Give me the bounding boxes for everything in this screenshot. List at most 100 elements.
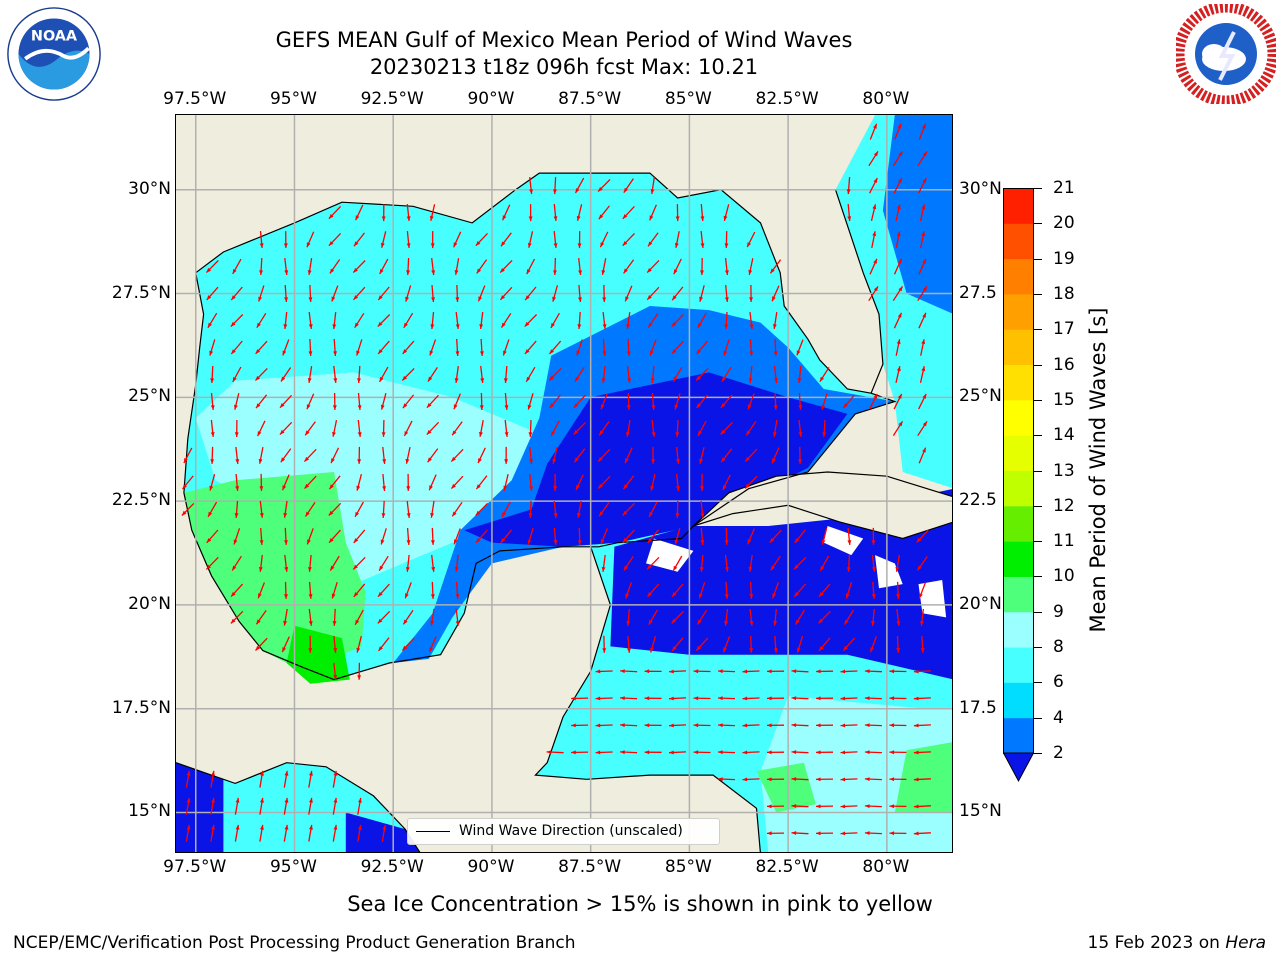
wind-wave-arrowhead bbox=[847, 216, 852, 221]
wind-wave-arrowhead bbox=[769, 537, 775, 543]
chart-subtitle: 20230213 t18z 096h fcst Max: 10.21 bbox=[369, 55, 759, 79]
wind-wave-arrowhead bbox=[206, 295, 212, 300]
wind-wave-arrowhead bbox=[378, 646, 383, 651]
wind-wave-arrowhead bbox=[284, 297, 288, 302]
wind-wave-arrowhead bbox=[773, 324, 777, 329]
wind-wave-arrowhead bbox=[647, 592, 652, 597]
wind-wave-arrowhead bbox=[745, 483, 750, 489]
wind-wave-arrowhead bbox=[913, 669, 919, 674]
wind-wave-arrowhead bbox=[648, 241, 653, 247]
wind-wave-arrowhead bbox=[696, 645, 701, 651]
wind-wave-arrowhead bbox=[913, 723, 919, 728]
colorbar bbox=[1003, 188, 1034, 783]
wind-wave-arrowhead bbox=[699, 296, 703, 302]
colorbar-tick-mark bbox=[1034, 258, 1042, 260]
colorbar-tick-mark bbox=[1034, 435, 1042, 437]
wind-wave-arrowhead bbox=[698, 430, 702, 436]
gulf-coastline bbox=[183, 172, 897, 681]
lat-tick-right: 27.5 bbox=[959, 282, 997, 303]
wind-wave-arrowhead bbox=[429, 350, 434, 356]
wind-wave-arrowhead bbox=[500, 295, 505, 300]
wind-wave-arrowhead bbox=[718, 723, 723, 728]
wind-wave-arrowhead bbox=[501, 322, 506, 328]
wind-wave-arrowhead bbox=[671, 618, 677, 624]
wind-wave-arrowhead bbox=[380, 242, 385, 248]
wind-wave-arrowhead bbox=[406, 513, 411, 518]
colorbar-segment bbox=[1003, 435, 1034, 471]
colorbar-tick-mark bbox=[1034, 188, 1042, 189]
wind-wave-arrowhead bbox=[872, 567, 876, 572]
wind-wave-arrowhead bbox=[620, 750, 625, 755]
wind-wave-arrowhead bbox=[430, 620, 434, 626]
wind-wave-arrowhead bbox=[255, 645, 260, 651]
wind-wave-arrowhead bbox=[647, 268, 652, 273]
wind-wave-arrowhead bbox=[451, 456, 456, 462]
wind-wave-arrowhead bbox=[723, 350, 728, 356]
wind-wave-arrowhead bbox=[816, 723, 821, 728]
period-zone-9s bbox=[183, 472, 366, 672]
wind-wave-arrowhead bbox=[675, 432, 680, 437]
wind-wave-arrowhead bbox=[353, 295, 359, 300]
colorbar-segment bbox=[1003, 470, 1034, 507]
lat-tick-left: 22.5°N bbox=[111, 490, 171, 511]
wind-wave-arrowhead bbox=[773, 351, 778, 356]
colorbar-tick-label: 10 bbox=[1053, 566, 1075, 587]
wind-wave-arrowhead bbox=[620, 723, 625, 728]
wind-wave-arrowhead bbox=[767, 831, 772, 836]
wind-wave-arrowhead bbox=[846, 189, 851, 195]
wind-wave-arrowhead bbox=[304, 483, 309, 489]
wind-wave-arrowhead bbox=[553, 540, 558, 545]
wind-wave-arrowhead bbox=[525, 349, 530, 354]
wind-wave-arrowhead bbox=[306, 404, 311, 410]
wind-wave-arrowhead bbox=[526, 269, 531, 275]
wind-wave-arrowhead bbox=[455, 297, 460, 302]
wind-wave-arrowhead bbox=[913, 804, 919, 809]
wind-wave-arrowhead bbox=[256, 403, 261, 409]
wind-wave-arrowhead bbox=[553, 189, 557, 195]
wind-wave-arrowhead bbox=[599, 430, 604, 436]
colorbar-tick-label: 21 bbox=[1053, 178, 1075, 198]
wind-wave-arrowhead bbox=[309, 824, 313, 830]
period-zone-9s-carib bbox=[894, 742, 952, 813]
wind-wave-arrowhead bbox=[922, 123, 926, 129]
wind-wave-arrowhead bbox=[328, 510, 334, 516]
wind-wave-arrowhead bbox=[209, 485, 214, 491]
wind-wave-arrowhead bbox=[897, 312, 902, 318]
wind-wave-arrowhead bbox=[329, 484, 334, 490]
wind-wave-arrowhead bbox=[700, 270, 704, 275]
wind-wave-arrowhead bbox=[864, 831, 870, 835]
wind-wave-arrowhead bbox=[283, 513, 288, 518]
wind-wave-arrowhead bbox=[598, 214, 604, 220]
wind-wave-arrowhead bbox=[672, 295, 677, 301]
wind-wave-arrowhead bbox=[379, 565, 384, 571]
wind-wave-arrowhead bbox=[379, 376, 384, 382]
colorbar-tick-mark bbox=[1034, 753, 1042, 754]
wind-wave-arrowhead bbox=[598, 483, 603, 489]
wind-wave-arrowhead bbox=[308, 567, 312, 572]
wind-wave-arrowhead bbox=[231, 295, 236, 300]
wind-wave-arrowhead bbox=[725, 567, 729, 572]
wind-wave-arrowhead bbox=[480, 351, 484, 356]
wind-wave-arrowhead bbox=[897, 258, 902, 264]
lon-tick-top: 82.5°W bbox=[755, 89, 819, 109]
wind-wave-arrowhead bbox=[259, 270, 263, 275]
wind-wave-arrowhead bbox=[353, 564, 358, 570]
wind-wave-arrowhead bbox=[794, 538, 800, 543]
wind-wave-arrowhead bbox=[873, 258, 877, 264]
wind-wave-arrowhead bbox=[693, 696, 699, 701]
wind-wave-arrowhead bbox=[864, 696, 870, 701]
wind-wave-arrowhead bbox=[595, 669, 601, 674]
wind-wave-arrowhead bbox=[843, 403, 848, 408]
wind-wave-arrowhead bbox=[647, 564, 652, 570]
colorbar-tick-mark bbox=[1034, 329, 1042, 331]
wind-wave-arrowhead bbox=[576, 485, 580, 491]
wind-wave-arrowhead bbox=[549, 403, 555, 408]
colorbar-segment bbox=[1003, 188, 1034, 224]
wind-wave-arrowhead bbox=[840, 669, 846, 674]
wind-wave-arrowhead bbox=[897, 393, 902, 399]
wind-wave-arrowhead bbox=[427, 457, 432, 463]
wind-wave-arrowhead bbox=[913, 696, 919, 701]
wind-wave-arrowhead bbox=[426, 403, 432, 408]
wind-wave-arrowhead bbox=[651, 459, 655, 464]
wind-wave-arrowhead bbox=[718, 777, 723, 782]
